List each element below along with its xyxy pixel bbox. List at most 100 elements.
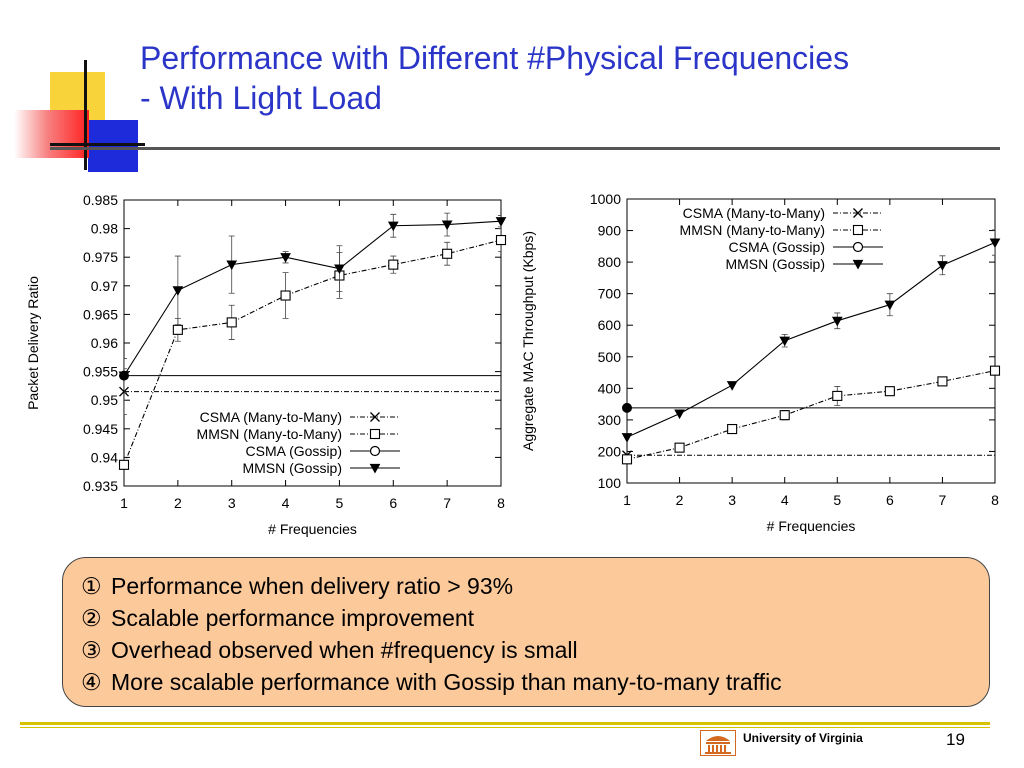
- note-item: ③ Overhead observed when #frequency is sm…: [81, 634, 989, 666]
- data-point: [226, 317, 237, 328]
- x-tick-label: 4: [282, 495, 290, 511]
- legend-label: CSMA (Gossip): [246, 443, 342, 459]
- y-axis-label: Packet Delivery Ratio: [25, 276, 41, 410]
- data-point: [884, 386, 895, 397]
- legend-label: MMSN (Many-to-Many): [680, 222, 825, 238]
- data-point: [831, 316, 843, 327]
- data-point: [884, 300, 896, 311]
- y-tick-label: 0.975: [83, 249, 118, 265]
- note-item: ② Scalable performance improvement: [81, 602, 989, 634]
- plot-frame: [626, 198, 996, 484]
- data-point: [726, 381, 738, 391]
- chart-legend: CSMA (Many-to-Many)MMSN (Many-to-Many)CS…: [680, 205, 883, 272]
- x-tick-label: 3: [728, 492, 736, 508]
- data-point: [621, 433, 633, 443]
- note-text: More scalable performance with Gossip th…: [111, 669, 782, 695]
- data-point: [495, 234, 507, 246]
- series-line: [124, 220, 501, 376]
- error-bar: [498, 215, 501, 228]
- y-tick-label: 600: [598, 317, 622, 333]
- x-tick-label: 4: [781, 492, 789, 508]
- x-tick-label: 1: [623, 492, 631, 508]
- data-point: [937, 376, 948, 387]
- x-tick-label: 6: [389, 495, 397, 511]
- x-tick-label: 5: [336, 495, 344, 511]
- data-point: [937, 261, 948, 271]
- error-bar: [124, 358, 127, 394]
- x-tick-label: 7: [939, 492, 947, 508]
- y-tick-label: 1000: [590, 191, 621, 207]
- throughput-chart: 100 200 300 400 500 600 700 800 900 1000 1 2 3 4 5 6 7 8 #…: [520, 191, 1001, 534]
- y-tick-label: 0.94: [91, 449, 118, 465]
- note-number: ③: [81, 637, 102, 663]
- data-point: [280, 290, 291, 301]
- data-point: [621, 454, 633, 465]
- data-point: [387, 221, 399, 232]
- data-point: [388, 259, 399, 270]
- y-tick-label: 300: [598, 412, 622, 428]
- legend-swatch-marker: [853, 208, 863, 218]
- note-number: ①: [81, 573, 102, 599]
- note-text: Scalable performance improvement: [111, 605, 475, 631]
- deco-blue-square: [88, 120, 138, 172]
- error-bar: [992, 229, 995, 256]
- data-point: [172, 324, 183, 335]
- legend-swatch-marker: [369, 463, 381, 474]
- data-point: [779, 336, 791, 347]
- deco-red-gradient: [14, 110, 89, 158]
- series-line: [627, 370, 995, 460]
- data-point: [622, 402, 632, 413]
- legend-label: MMSN (Gossip): [725, 256, 825, 272]
- data-point: [674, 442, 685, 453]
- university-name: University of Virginia: [743, 731, 863, 745]
- note-item: ④ More scalable performance with Gossip t…: [81, 666, 989, 698]
- legend-label: CSMA (Many-to-Many): [683, 205, 825, 221]
- x-axis-label: # Frequencies: [767, 518, 856, 534]
- note-text: Overhead observed when #frequency is sma…: [111, 637, 578, 663]
- series-triangle-down: [124, 212, 501, 376]
- legend-label: CSMA (Gossip): [729, 239, 825, 255]
- data-point: [727, 423, 738, 435]
- data-point: [989, 365, 1001, 376]
- data-point: [674, 409, 685, 420]
- y-tick-label: 0.98: [91, 221, 118, 237]
- legend-swatch-marker: [852, 241, 864, 253]
- y-tick-label: 800: [598, 254, 622, 270]
- data-point: [442, 248, 453, 259]
- title-rule: [50, 147, 1000, 150]
- series-line: [627, 242, 995, 438]
- y-tick-label: 0.955: [83, 364, 118, 380]
- data-point: [118, 459, 130, 470]
- x-tick-label: 1: [120, 495, 128, 511]
- note-item: ① Performance when delivery ratio > 93%: [81, 570, 989, 602]
- series-x: [124, 368, 501, 415]
- x-tick-label: 3: [228, 495, 236, 511]
- title-line-2: - With Light Load: [140, 80, 382, 116]
- error-bar: [498, 228, 501, 252]
- note-number: ④: [81, 669, 102, 695]
- data-point: [441, 220, 453, 231]
- footer-rule: [20, 722, 990, 725]
- y-tick-label: 0.945: [83, 421, 118, 437]
- data-point: [334, 264, 345, 275]
- data-point: [172, 286, 184, 296]
- x-tick-label: 7: [443, 495, 451, 511]
- x-tick-label: 2: [174, 495, 182, 511]
- legend-label: MMSN (Many-to-Many): [197, 426, 342, 442]
- x-tick-label: 2: [676, 492, 684, 508]
- y-tick-label: 0.95: [91, 392, 118, 408]
- series-circle: [124, 358, 501, 394]
- notes-box: ① Performance when delivery ratio > 93% ②…: [62, 557, 990, 707]
- slide-title: Performance with Different #Physical Fre…: [140, 38, 1000, 118]
- y-tick-label: 0.96: [91, 335, 118, 351]
- y-tick-label: 100: [598, 475, 622, 491]
- series-line: [124, 239, 501, 466]
- title-line-1: Performance with Different #Physical Fre…: [140, 40, 850, 76]
- note-number: ②: [81, 605, 102, 631]
- deco-vertical-line: [84, 60, 87, 170]
- data-point: [226, 260, 238, 271]
- y-tick-label: 0.97: [91, 278, 118, 294]
- legend-swatch-marker: [852, 259, 864, 270]
- y-tick-label: 900: [598, 223, 622, 239]
- y-tick-label: 0.965: [83, 306, 118, 322]
